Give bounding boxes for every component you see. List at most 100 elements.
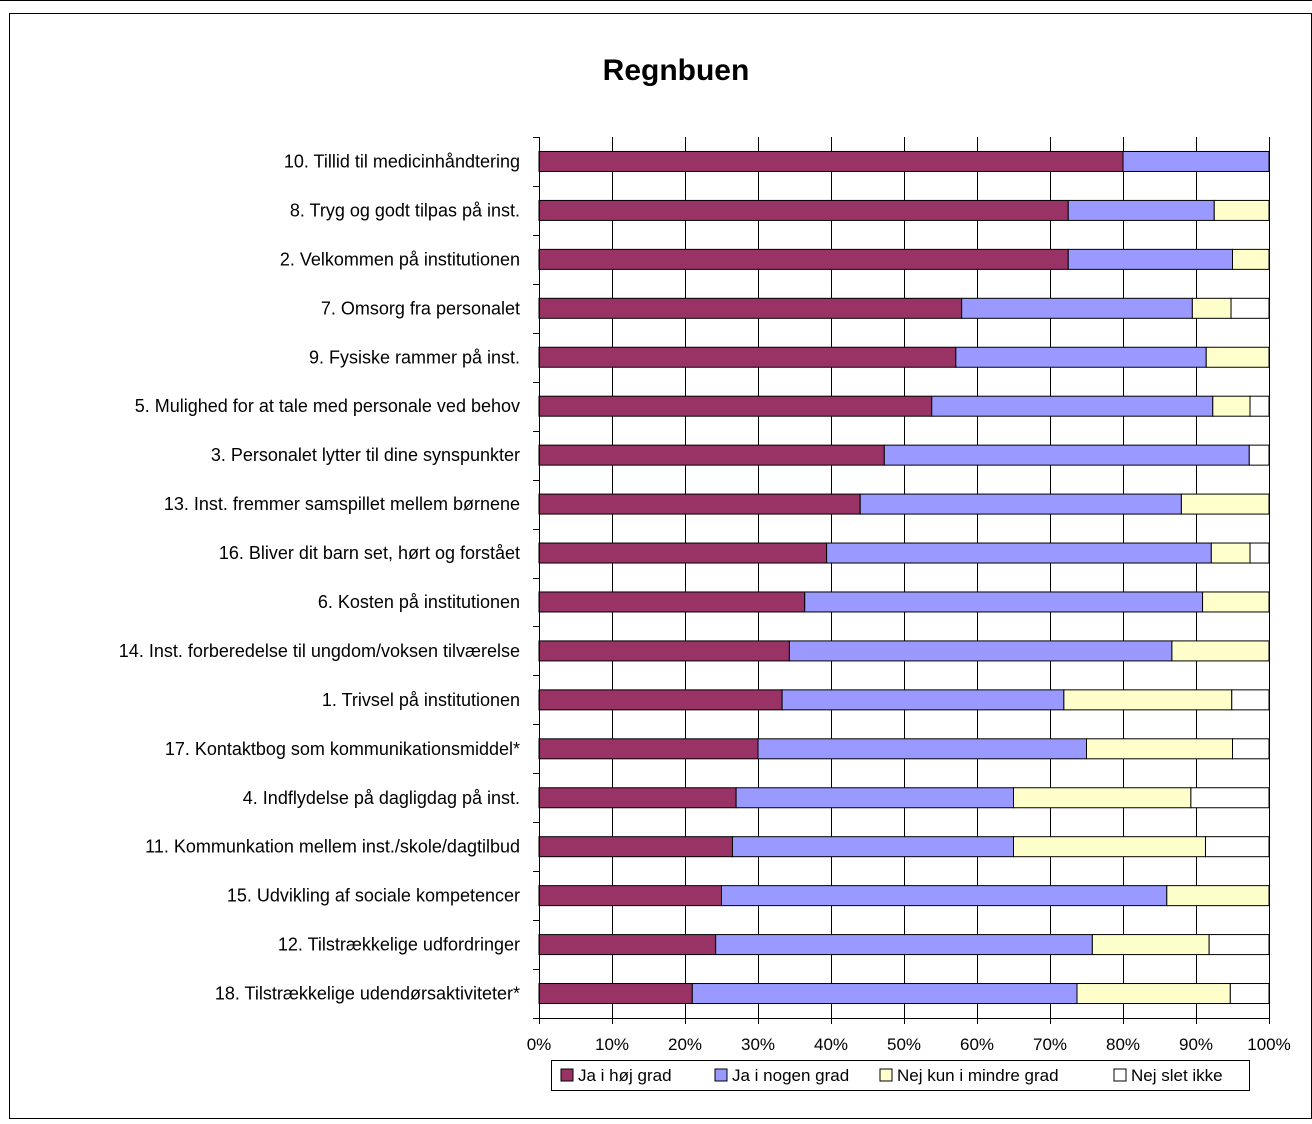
bar-segment	[538, 248, 1069, 270]
bar-segment	[826, 542, 1212, 564]
x-tick-label: 80%	[1106, 1035, 1140, 1054]
bar-segment	[721, 885, 1168, 907]
bar-segment	[538, 444, 885, 466]
bar-segment	[1249, 542, 1270, 564]
bar-segment	[538, 346, 957, 368]
bar-segment	[1067, 199, 1215, 221]
bar-segment	[538, 689, 783, 711]
gridlines	[612, 137, 1270, 1018]
bar-segment	[1122, 150, 1270, 172]
x-tick-label: 40%	[814, 1035, 848, 1054]
bar-segment	[1063, 689, 1233, 711]
bar-segment	[538, 395, 933, 417]
bar-segment	[538, 542, 828, 564]
bar-segment	[859, 493, 1182, 515]
bar-segment	[757, 738, 1087, 760]
legend-swatch	[560, 1068, 574, 1082]
legend-box	[551, 1060, 1250, 1091]
category-label: 9. Fysiske rammer på inst.	[309, 347, 520, 367]
category-labels: 10. Tillid til medicinhåndtering 8. Tryg …	[119, 151, 520, 1003]
bar-segment	[1013, 787, 1192, 809]
legend-swatch	[714, 1068, 728, 1082]
x-tick-label: 50%	[887, 1035, 921, 1054]
category-label: 7. Omsorg fra personalet	[321, 298, 520, 318]
bar-segment	[715, 934, 1093, 956]
bar-segment	[1231, 689, 1270, 711]
category-label: 13. Inst. fremmer samspillet mellem børn…	[164, 494, 520, 514]
x-tick-label: 10%	[595, 1035, 629, 1054]
legend-label: Nej slet ikke	[1131, 1066, 1223, 1085]
category-label: 12. Tilstrækkelige udfordringer	[278, 935, 520, 955]
bar-segment	[538, 738, 759, 760]
bar-segment	[538, 297, 963, 319]
category-label: 16. Bliver dit barn set, hørt og forståe…	[219, 543, 520, 563]
x-tick-label: 70%	[1033, 1035, 1067, 1054]
bar-segment	[538, 493, 861, 515]
bar-segment	[961, 297, 1193, 319]
bar-segment	[1166, 885, 1270, 907]
x-tick-label: 30%	[741, 1035, 775, 1054]
bar-segment	[1013, 836, 1206, 858]
bar-segment	[538, 934, 717, 956]
legend-label: Ja i høj grad	[578, 1066, 672, 1085]
bar-segment	[1204, 836, 1270, 858]
bar-segment	[538, 885, 722, 907]
bar-segment	[1191, 297, 1232, 319]
x-tick-labels: 0% 10% 20% 30% 40% 50% 60% 70% 80% 90% 100%	[527, 1035, 1291, 1054]
category-label: 15. Udvikling af sociale kompetencer	[227, 886, 520, 906]
category-label: 11. Kommunkation mellem inst./skole/dagt…	[145, 837, 520, 857]
x-tick-label: 20%	[668, 1035, 702, 1054]
bars	[538, 150, 1270, 1005]
bar-segment	[804, 591, 1204, 613]
bar-segment	[1230, 297, 1270, 319]
bar-segment	[731, 836, 1014, 858]
category-label: 4. Indflydelse på dagligdag på inst.	[243, 788, 520, 808]
bar-segment	[538, 640, 790, 662]
bar-segment	[691, 983, 1078, 1005]
x-tick-label: 60%	[960, 1035, 994, 1054]
bar-segment	[1067, 248, 1233, 270]
bar-segment	[1202, 591, 1270, 613]
category-label: 2. Velkommen på institutionen	[280, 249, 520, 269]
category-label: 6. Kosten på institutionen	[318, 592, 520, 612]
bar-segment	[883, 444, 1250, 466]
category-label: 8. Tryg og godt tilpas på inst.	[290, 200, 520, 220]
bar-segment	[538, 150, 1124, 172]
x-tick-label: 90%	[1179, 1035, 1213, 1054]
bar-segment	[538, 983, 693, 1005]
bar-segment	[1210, 542, 1251, 564]
bar-segment	[538, 591, 806, 613]
legend-label: Ja i nogen grad	[732, 1066, 849, 1085]
legend-label: Nej kun i mindre grad	[897, 1066, 1059, 1085]
bar-segment	[788, 640, 1173, 662]
bar-segment	[538, 199, 1069, 221]
bar-segment	[1190, 787, 1270, 809]
legend-swatch	[879, 1068, 893, 1082]
bar-segment	[1229, 983, 1270, 1005]
bar-segment	[1076, 983, 1231, 1005]
bar-segment	[1205, 346, 1270, 368]
bar-segment	[538, 787, 737, 809]
x-tick-label: 0%	[527, 1035, 552, 1054]
bar-segment	[1180, 493, 1270, 515]
category-label: 5. Mulighed for at tale med personale ve…	[135, 396, 520, 416]
category-label: 14. Inst. forberedelse til ungdom/voksen…	[119, 641, 520, 661]
legend-swatch	[1113, 1068, 1127, 1082]
category-label: 10. Tillid til medicinhåndtering	[284, 151, 520, 171]
category-label: 1. Trivsel på institutionen	[322, 690, 520, 710]
bar-segment	[1232, 248, 1270, 270]
bar-segment	[1232, 738, 1270, 760]
bar-segment	[538, 836, 733, 858]
bar-segment	[1212, 395, 1251, 417]
bar-segment	[955, 346, 1207, 368]
bar-segment	[781, 689, 1065, 711]
axes	[533, 137, 1270, 1024]
bar-segment	[1213, 199, 1270, 221]
legend: Ja i høj grad Ja i nogen grad Nej kun i mi…	[551, 1060, 1250, 1091]
chart-title: Regnbuen	[603, 54, 750, 87]
x-tick-label: 100%	[1247, 1035, 1290, 1054]
bar-segment	[1091, 934, 1210, 956]
bar-segment	[1171, 640, 1270, 662]
